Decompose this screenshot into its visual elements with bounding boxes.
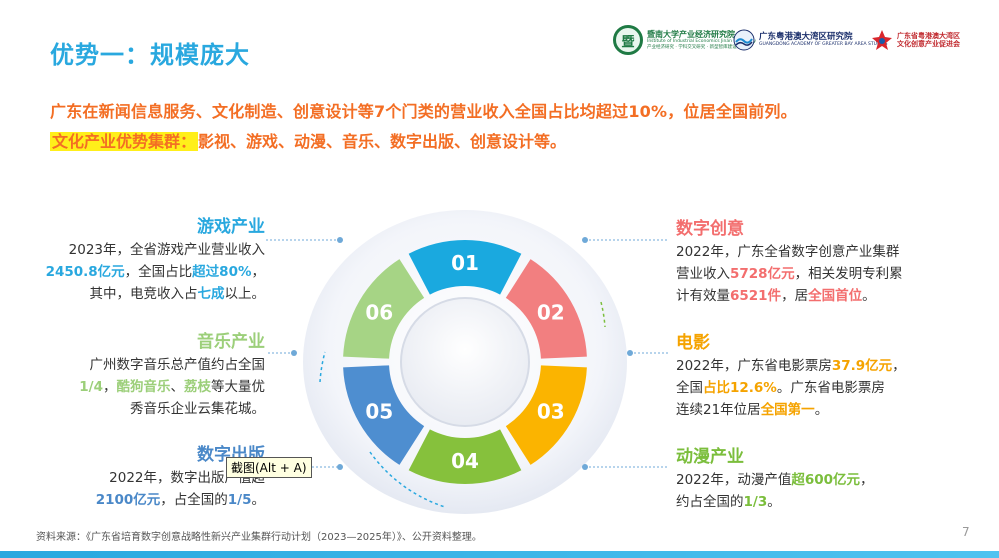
text: 。 [767,494,781,510]
section-title: 数字创意 [676,219,744,239]
ring-svg: 01 02 03 04 05 06 [303,210,627,514]
text: 约占全国的 [676,494,744,510]
value-highlight: 5728亿元 [730,266,795,282]
gba-academy-logo: 广东粤港澳大湾区研究院 GUANGDONG ACADEMY OF GREATER… [733,22,887,58]
section-music: 音乐产业 广州数字音乐总产值约占全国 1/4，酷狗音乐、荔枝等大量优 秀音乐企业… [30,330,265,420]
section-film: 电影 2022年，广东省电影票房37.9亿元， 全国占比12.6%。广东省电影票… [676,331,916,421]
text: 计有效量 [676,288,730,304]
text: 全国 [676,380,703,396]
text: ，全国占比 [124,264,193,280]
wave-icon [733,29,755,51]
cluster-label: 文化产业优势集群： [50,132,199,151]
text: 营业收入 [676,266,730,282]
logo-name: 广东粤港澳大湾区研究院 [759,31,853,42]
logo-subtitle: GUANGDONG ACADEMY OF GREATER BAY AREA ST… [759,42,888,48]
ring-segment-label: 01 [451,251,479,275]
inner-circle [400,297,530,427]
text: ，占全国的 [160,492,228,508]
headline: 广东在新闻信息服务、文化制造、创意设计等7个门类的营业收入全国占比均超过10%，… [50,102,797,121]
text: 。 [862,288,876,304]
ring-segment-label: 06 [365,301,393,325]
industry-ring-diagram: 01 02 03 04 05 06 [295,202,633,518]
ring-segment-03 [505,365,587,465]
logo-name: 广东省粤港澳大湾区 [897,31,960,40]
section-title: 电影 [676,333,710,353]
value-highlight: 37.9亿元 [831,358,893,374]
section-animation: 动漫产业 2022年，动漫产值超600亿元， 约占全国的1/3。 [676,445,916,513]
text: 2022年，广东省电影票房 [676,358,832,374]
value-highlight: 荔枝 [184,379,211,395]
text: 广州数字音乐总产值约占全国 [89,357,266,373]
text: 2022年，动漫产值 [676,472,792,488]
screenshot-tooltip: 截图(Alt + A) [226,457,312,478]
ring-segment-label: 03 [537,400,565,424]
ring-segment-label: 02 [537,301,565,325]
section-games: 游戏产业 2023年，全省游戏产业营业收入 2450.8亿元，全国占比超过80%… [30,215,265,305]
cluster-items: 影视、游戏、动漫、音乐、数字出版、创意设计等。 [198,132,567,151]
ring-segment-02 [505,259,587,359]
bottom-accent-bar [0,551,999,558]
text: ， [251,264,266,280]
value-highlight: 占比12.6% [703,380,777,396]
ring-segments: 01 02 03 04 05 06 [343,240,587,485]
text: 其中，电竞收入占 [89,286,198,302]
value-highlight: 全国第一 [760,402,815,418]
value-highlight: 1/3 [743,494,768,510]
text: ， [103,379,117,395]
value-highlight: 酷狗音乐 [116,379,171,395]
text: 秀音乐企业云集花城。 [130,401,265,417]
jinan-seal-icon: 暨 [613,25,643,55]
text: 。 [251,492,266,508]
text: ， [860,472,874,488]
text: 等大量优 [211,379,265,395]
logo-name: 暨南大学产业经济研究院 [647,30,735,40]
value-highlight: 2450.8亿元 [45,264,125,280]
ring-segment-01 [408,240,522,295]
logos-bar: 暨 暨南大学产业经济研究院 Institute of Industrial Ec… [613,22,985,58]
section-digital-creative: 数字创意 2022年，广东全省数字创意产业集群 营业收入5728亿元，相关发明专… [676,217,916,307]
page-number: 7 [962,525,970,539]
source-footnote: 资料来源：《广东省培育数字创意战略性新兴产业集群行动计划（2023—2025年）… [36,532,482,543]
value-highlight: 2100亿元 [95,492,161,508]
value-highlight: 七成 [197,286,225,302]
value-highlight: 1/4 [79,379,103,395]
cultural-promotion-logo: 广东省粤港澳大湾区 文化创意产业促进会 [871,22,960,58]
text: 2023年，全省游戏产业营业收入 [68,242,265,258]
value-highlight: 1/5 [227,492,252,508]
arrow-arc-left [319,351,326,383]
text: ，相关发明专利累 [794,266,903,282]
text: ，居 [781,288,809,304]
text: 。广东省电影票房 [776,380,885,396]
arrow-arc-right [600,301,606,328]
text: 以上。 [224,286,266,302]
section-title: 游戏产业 [197,217,265,237]
text: 、 [170,379,185,395]
value-highlight: 超过80% [192,264,252,280]
ring-segment-label: 05 [365,400,393,424]
value-highlight: 6521件 [730,288,782,304]
logo-subtitle-2: 产业经济研究 · 学科交叉研究 · 新型智库建设 [647,44,737,50]
arrow-arc-bottom [369,451,446,508]
text: 连续21年位居 [676,402,761,418]
jinan-university-logo: 暨 暨南大学产业经济研究院 Institute of Industrial Ec… [613,22,756,58]
value-highlight: 超600亿元 [791,472,861,488]
text: 。 [814,402,829,418]
ring-segment-06 [343,259,425,359]
page-title: 优势一：规模庞大 [50,41,250,69]
cluster-line: 文化产业优势集群： 影视、游戏、动漫、音乐、数字出版、创意设计等。 [50,128,566,152]
section-title: 音乐产业 [197,332,265,352]
logo-name-2: 文化创意产业促进会 [897,40,960,48]
text: ， [892,358,906,374]
ring-segment-05 [343,365,425,465]
section-title: 动漫产业 [676,447,744,467]
text: 2022年，广东全省数字创意产业集群 [676,244,900,260]
logo-subtitle: Institute of Industrial Economics Jinan … [647,39,757,45]
star-logo-icon [872,30,892,50]
ring-segment-label: 04 [451,449,479,473]
value-highlight: 全国首位 [808,288,863,304]
ring-segment-04 [408,429,522,485]
